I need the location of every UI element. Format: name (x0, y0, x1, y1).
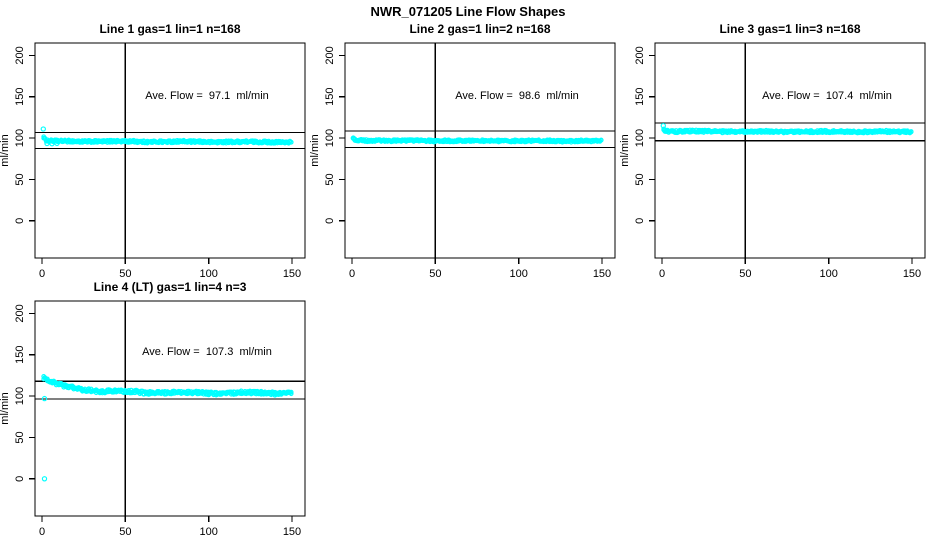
y-tick-label: 100 (14, 387, 26, 405)
y-tick-label: 50 (14, 173, 26, 185)
x-tick-label: 150 (903, 268, 921, 280)
y-tick-label: 150 (634, 88, 646, 106)
data-point (908, 129, 914, 134)
panel-1-plot: 0 50 100 150 200 0 50 100 150 ml/min (0, 42, 306, 280)
y-tick-label: 100 (324, 129, 336, 147)
y-tick-label: 200 (14, 304, 26, 322)
y-tick-label: 0 (324, 218, 336, 224)
plot-box (654, 42, 926, 259)
figure-title: NWR_071205 Line Flow Shapes (370, 4, 566, 19)
y-tick-label: 100 (634, 129, 646, 147)
outlier-point (41, 395, 48, 402)
plot-box (34, 42, 306, 259)
x-tick-label: 150 (283, 526, 301, 538)
x-tick-label: 50 (429, 268, 441, 280)
y-tick-label: 0 (634, 218, 646, 224)
panel-3-title: Line 3 gas=1 lin=3 n=168 (719, 22, 861, 36)
outlier-point (660, 123, 666, 129)
x-tick-label: 0 (349, 268, 355, 280)
x-tick-label: 0 (39, 526, 45, 538)
panel-3-avg-flow-label: Ave. Flow = 107.4 ml/min (762, 90, 892, 102)
panel-4-avg-flow-label: Ave. Flow = 107.3 ml/min (142, 346, 272, 358)
data-point (288, 389, 294, 395)
outlier-point (350, 135, 356, 141)
y-tick-label: 100 (14, 129, 26, 147)
y-axis-label: ml/min (619, 134, 631, 166)
y-tick-label: 200 (634, 46, 646, 64)
panel-1-title: Line 1 gas=1 lin=1 n=168 (99, 22, 241, 36)
y-axis-label: ml/min (309, 134, 321, 166)
plot-box (34, 300, 306, 517)
y-axis-label: ml/min (0, 134, 11, 166)
outlier-point (40, 126, 46, 132)
y-axis-label: ml/min (0, 392, 11, 424)
x-tick-label: 150 (593, 268, 611, 280)
y-tick-label: 150 (14, 346, 26, 364)
x-tick-label: 50 (119, 526, 131, 538)
outlier-point (49, 141, 55, 147)
x-tick-label: 100 (509, 268, 527, 280)
y-tick-label: 200 (324, 46, 336, 64)
x-tick-label: 150 (283, 268, 301, 280)
data-point (288, 139, 294, 145)
y-tick-label: 200 (14, 46, 26, 64)
x-tick-label: 100 (819, 268, 837, 280)
data-points (660, 123, 914, 136)
panel-4-plot: 0 50 100 150 200 0 50 100 150 ml/min (0, 300, 306, 538)
panel-3-plot: 0 50 100 150 200 0 50 100 150 ml/min (619, 42, 926, 280)
outlier-point (41, 476, 48, 482)
outlier-point (44, 140, 50, 147)
y-tick-label: 150 (14, 88, 26, 106)
y-tick-label: 150 (324, 88, 336, 106)
panel-2-plot: 0 50 100 150 200 0 50 100 150 ml/min (309, 42, 616, 280)
panel-1-avg-flow-label: Ave. Flow = 97.1 ml/min (145, 90, 269, 102)
x-tick-label: 50 (739, 268, 751, 280)
y-tick-label: 50 (634, 173, 646, 185)
x-tick-label: 0 (39, 268, 45, 280)
x-tick-label: 50 (119, 268, 131, 280)
y-tick-label: 50 (14, 431, 26, 443)
panel-2-avg-flow-label: Ave. Flow = 98.6 ml/min (455, 90, 579, 102)
x-tick-label: 0 (659, 268, 665, 280)
outlier-point (54, 140, 60, 147)
data-points (350, 135, 604, 145)
data-points (41, 374, 294, 482)
data-points (40, 126, 294, 147)
y-tick-label: 0 (14, 476, 26, 482)
data-point (288, 391, 294, 397)
y-tick-label: 50 (324, 173, 336, 185)
x-tick-label: 100 (199, 526, 217, 538)
plot-box (344, 42, 616, 259)
x-tick-label: 100 (199, 268, 217, 280)
y-tick-label: 0 (14, 218, 26, 224)
panel-2-title: Line 2 gas=1 lin=2 n=168 (409, 22, 551, 36)
data-point (598, 137, 604, 143)
panel-4-title: Line 4 (LT) gas=1 lin=4 n=3 (93, 280, 247, 294)
